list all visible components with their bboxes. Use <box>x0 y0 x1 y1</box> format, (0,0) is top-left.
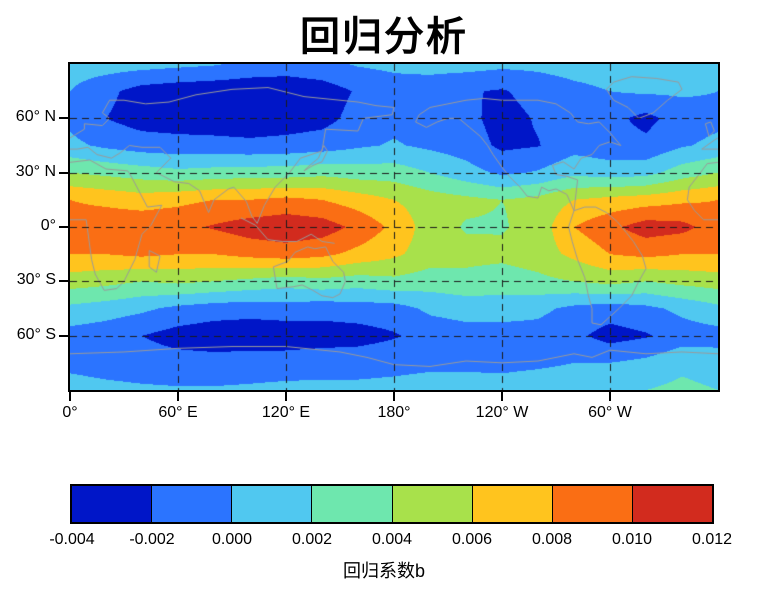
colorbar-segment <box>231 486 312 522</box>
x-axis-tick-label: 0° <box>62 404 78 421</box>
x-axis-tick <box>609 392 611 401</box>
colorbar-segment <box>151 486 232 522</box>
plot-area <box>68 62 720 392</box>
y-axis-tick-label: 30° N <box>15 162 56 180</box>
colorbar-segment <box>631 486 712 522</box>
contour-map-canvas <box>70 64 718 390</box>
y-axis-tick-label: 30° S <box>16 271 56 289</box>
y-axis-tick <box>59 117 68 120</box>
colorbar-tick-label: 0.000 <box>211 531 253 548</box>
colorbar-tick-label: 0.006 <box>451 531 493 548</box>
x-axis-tick-label: 180° <box>377 404 411 421</box>
x-axis-tick <box>501 392 503 401</box>
y-axis-tick-label: 60° S <box>16 325 56 343</box>
colorbar-tick-label: 0.002 <box>291 531 333 548</box>
colorbar-segment <box>391 486 472 522</box>
colorbar-tick-label: 0.010 <box>611 531 653 548</box>
x-axis-tick-label: 120° W <box>475 404 529 421</box>
y-axis-tick <box>59 171 68 174</box>
x-axis-tick-label: 60° E <box>158 404 198 421</box>
colorbar-segment <box>471 486 552 522</box>
colorbar-tick-label: 0.004 <box>371 531 413 548</box>
chart-title: 回归分析 <box>300 15 468 59</box>
x-axis-tick-label: 120° E <box>261 404 311 421</box>
y-axis-tick <box>59 334 68 337</box>
colorbar-tick-label: 0.012 <box>691 531 733 548</box>
x-axis-tick-label: 60° W <box>588 404 632 421</box>
x-axis-tick <box>69 392 71 401</box>
colorbar-tick-label: -0.004 <box>49 531 95 548</box>
colorbar-label: 回归系数b <box>342 561 425 581</box>
colorbar-segment <box>551 486 632 522</box>
x-axis-tick <box>177 392 179 401</box>
y-axis-tick-label: 60° N <box>15 108 56 126</box>
y-axis-tick <box>59 280 68 283</box>
colorbar-segment <box>72 486 152 522</box>
y-axis-tick-label: 0° <box>40 217 56 234</box>
colorbar-tick-label: 0.008 <box>531 531 573 548</box>
y-axis-tick <box>59 226 68 228</box>
colorbar-tick-label: -0.002 <box>129 531 175 548</box>
colorbar-segment <box>311 486 392 522</box>
x-axis-tick <box>393 392 395 401</box>
colorbar <box>70 484 714 524</box>
x-axis-tick <box>285 392 287 401</box>
